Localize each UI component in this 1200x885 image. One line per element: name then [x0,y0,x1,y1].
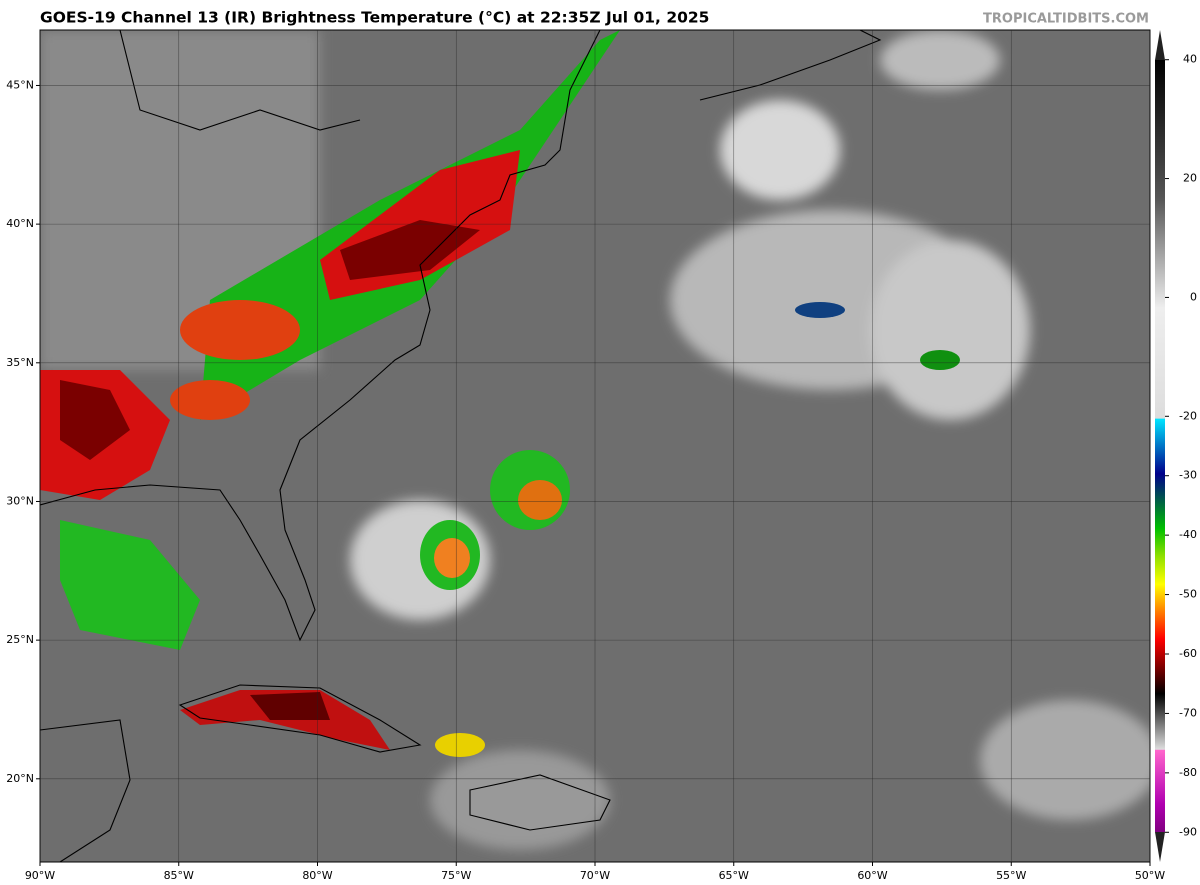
lon-tick-label: 70°W [580,869,610,882]
lat-tick-label: 25°N [6,633,34,646]
colorbar-tick-label: -20 [1179,409,1197,422]
colorbar-tick-label: -50 [1179,588,1197,601]
lon-tick-label: 55°W [996,869,1026,882]
colorbar-tick-label: -90 [1179,825,1197,838]
lon-tick-label: 80°W [302,869,332,882]
satellite-image [40,30,1150,862]
lat-tick-label: 30°N [6,494,34,507]
lat-tick-label: 35°N [6,356,34,369]
colorbar-tick-label: -70 [1179,706,1197,719]
lat-tick-label: 45°N [6,78,34,91]
lat-tick-label: 20°N [6,772,34,785]
colorbar-tick-label: -30 [1179,469,1197,482]
lon-tick-label: 50°W [1135,869,1165,882]
colorbar-tick-label: 40 [1183,53,1197,66]
colorbar-tick-label: -80 [1179,766,1197,779]
colorbar-tick-label: -40 [1179,528,1197,541]
colorbar-tick-label: -60 [1179,647,1197,660]
lon-tick-label: 60°W [857,869,887,882]
credit: TROPICALTIDBITS.COM [983,12,1149,27]
cloud-tops [40,30,960,757]
colorbar-tick-label: 0 [1190,290,1197,303]
lon-tick-label: 75°W [441,869,471,882]
lon-tick-label: 90°W [25,869,55,882]
colorbar [1155,60,1165,832]
lon-tick-label: 85°W [164,869,194,882]
lat-tick-label: 40°N [6,217,34,230]
title: GOES-19 Channel 13 (IR) Brightness Tempe… [40,9,709,27]
colorbar-tick-label: 20 [1183,172,1197,185]
lon-tick-label: 65°W [719,869,749,882]
coastlines [40,30,882,862]
